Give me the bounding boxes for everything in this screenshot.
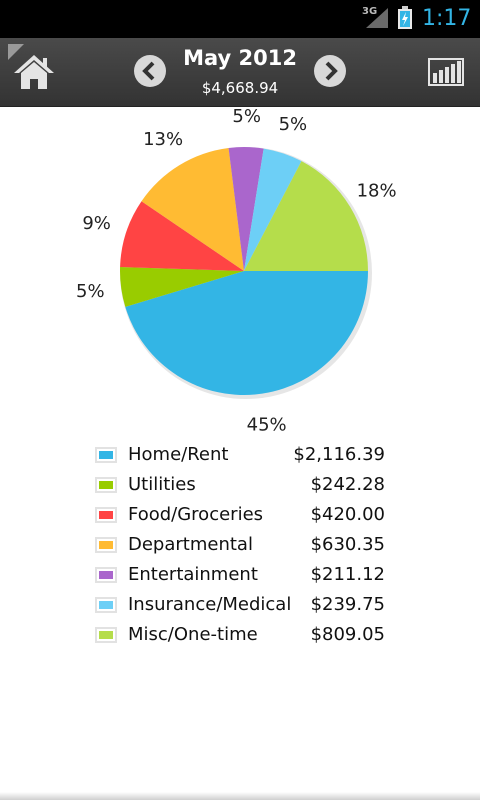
chevron-left-icon xyxy=(142,61,155,81)
network-type: 3G xyxy=(362,6,378,17)
legend-amount: $809.05 xyxy=(310,624,385,645)
pie-slice xyxy=(228,147,264,271)
legend-amount: $2,116.39 xyxy=(293,444,385,465)
legend-label: Misc/One-time xyxy=(128,624,258,645)
legend-amount: $242.28 xyxy=(310,474,385,495)
pie-percent-label: 5% xyxy=(279,114,308,135)
legend-swatch xyxy=(95,477,117,493)
pie-slice xyxy=(125,271,368,395)
menu-corner-icon[interactable] xyxy=(8,44,26,62)
legend: Home/Rent $2,116.39 Utilities $242.28 Food/G… xyxy=(95,441,395,651)
home-icon[interactable] xyxy=(12,52,56,92)
header-bar: May 2012 $4,668.94 xyxy=(0,38,480,107)
legend-label: Departmental xyxy=(128,534,253,555)
legend-item: Utilities $242.28 xyxy=(95,471,395,501)
pie-percent-label: 45% xyxy=(247,414,287,435)
next-month-button[interactable] xyxy=(314,55,346,87)
pie-slice xyxy=(120,201,244,271)
legend-amount: $239.75 xyxy=(310,594,385,615)
battery-icon xyxy=(398,6,412,29)
pie-slice xyxy=(244,161,368,271)
legend-amount: $420.00 xyxy=(310,504,385,525)
legend-swatch-fill xyxy=(99,451,113,459)
legend-label: Food/Groceries xyxy=(128,504,264,525)
legend-item: Home/Rent $2,116.39 xyxy=(95,441,395,471)
pie-slice xyxy=(244,148,302,271)
bar-chart-icon[interactable] xyxy=(428,56,464,86)
legend-swatch-fill xyxy=(99,601,113,609)
pie-slice xyxy=(141,147,244,271)
legend-item: Insurance/Medical $239.75 xyxy=(95,591,395,621)
pie-percent-label: 18% xyxy=(357,181,397,202)
pie-percent-label: 5% xyxy=(232,106,261,127)
month-total: $4,668.94 xyxy=(201,79,279,97)
legend-item: Misc/One-time $809.05 xyxy=(95,621,395,651)
legend-swatch xyxy=(95,537,117,553)
pie-percent-label: 5% xyxy=(76,281,105,302)
month-title: May 2012 xyxy=(183,46,297,70)
pie-chart: 45% 5% 9% 13% 5% 5% 18% xyxy=(76,106,397,435)
legend-label: Entertainment xyxy=(128,564,258,585)
legend-swatch-fill xyxy=(99,571,113,579)
legend-swatch xyxy=(95,597,117,613)
legend-amount: $211.12 xyxy=(310,564,385,585)
bottom-edge xyxy=(0,792,480,800)
legend-swatch-fill xyxy=(99,541,113,549)
legend-swatch-fill xyxy=(99,481,113,489)
pie-percent-label: 13% xyxy=(143,129,183,150)
pie-slice xyxy=(120,266,244,307)
legend-swatch xyxy=(95,447,117,463)
pie-percent-label: 9% xyxy=(82,213,111,234)
legend-swatch xyxy=(95,567,117,583)
previous-month-button[interactable] xyxy=(134,55,166,87)
legend-item: Departmental $630.35 xyxy=(95,531,395,561)
legend-item: Entertainment $211.12 xyxy=(95,561,395,591)
legend-item: Food/Groceries $420.00 xyxy=(95,501,395,531)
legend-amount: $630.35 xyxy=(310,534,385,555)
legend-label: Home/Rent xyxy=(128,444,229,465)
legend-swatch xyxy=(95,507,117,523)
clock: 1:17 xyxy=(422,6,472,31)
legend-label: Insurance/Medical xyxy=(128,594,292,615)
legend-swatch-fill xyxy=(99,511,113,519)
chevron-right-icon xyxy=(325,61,338,81)
signal-icon xyxy=(366,8,388,28)
legend-label: Utilities xyxy=(128,474,196,495)
status-bar: 3G 1:17 xyxy=(0,0,480,38)
legend-swatch-fill xyxy=(99,631,113,639)
legend-swatch xyxy=(95,627,117,643)
